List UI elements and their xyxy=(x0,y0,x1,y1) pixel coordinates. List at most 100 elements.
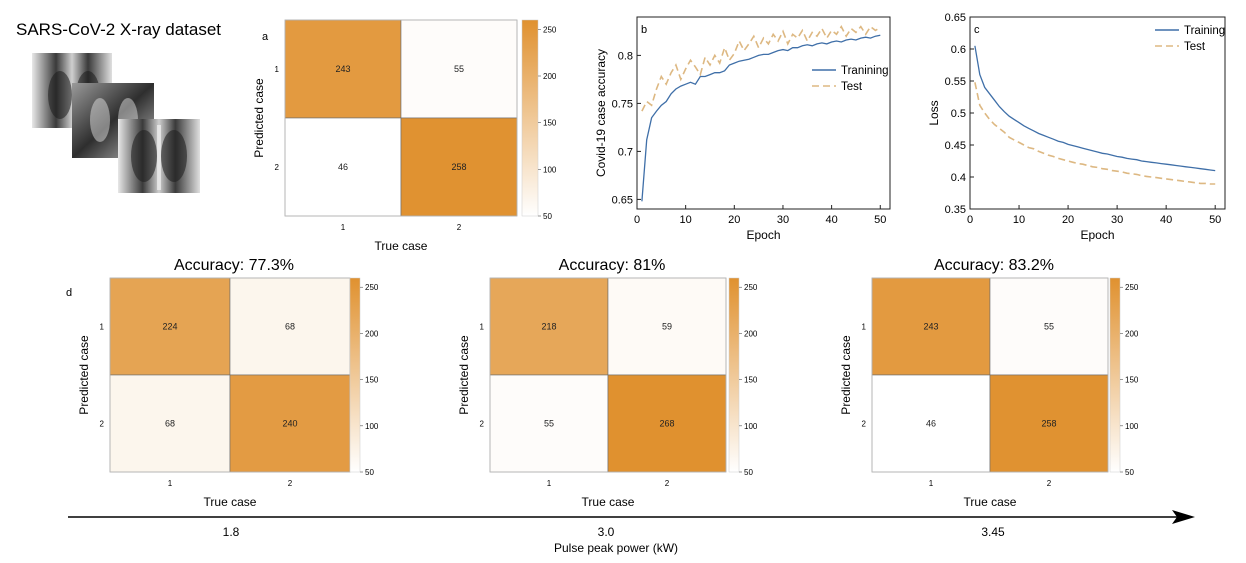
xtick-c-1: 10 xyxy=(1013,214,1025,226)
confusion-matrix-a: 243 55 46 258 1 2 1 2 True case Predicted case a 50… xyxy=(252,19,557,253)
colorbar-d3 xyxy=(1109,277,1121,473)
colorbar-tick-a-2: 150 xyxy=(543,119,557,128)
colorbar-tick-d1-2: 150 xyxy=(365,376,379,385)
xlabel-b: Epoch xyxy=(746,228,780,242)
series-line-c-training xyxy=(974,45,1216,172)
ytick-b-0: 0.65 xyxy=(612,194,633,206)
matrix-value-d3-2-2: 258 xyxy=(1041,419,1056,429)
colorbar-tick-d1-0: 50 xyxy=(365,468,374,477)
power-tick-1: 1.8 xyxy=(223,525,240,539)
matrix-value-d2-1-2: 59 xyxy=(662,322,672,332)
ytick-b-1: 0.7 xyxy=(618,146,633,158)
power-tick-3: 3.45 xyxy=(981,525,1005,539)
colorbar-tick-d1-3: 200 xyxy=(365,329,379,338)
title-d2: Accuracy: 81% xyxy=(559,257,666,274)
row-label-d1-1: 1 xyxy=(100,323,105,332)
col-label-d3-2: 2 xyxy=(1047,479,1052,488)
colorbar-tick-d1-4: 250 xyxy=(365,283,379,292)
matrix-value-d3-1-2: 55 xyxy=(1044,322,1054,332)
ytick-c-5: 0.6 xyxy=(951,44,966,56)
xray-thumbnails xyxy=(32,53,200,193)
colorbar-tick-a-0: 50 xyxy=(543,212,552,221)
matrix-cell-d1-1-1 xyxy=(109,277,231,376)
matrix-value-d2-2-1: 55 xyxy=(544,419,554,429)
ylabel-d2: Predicted case xyxy=(457,335,471,415)
panel-label-b: b xyxy=(641,24,647,36)
panel-label-d: d xyxy=(66,287,72,299)
matrix-cell-d1-1-2 xyxy=(229,277,351,376)
col-label-a-1: 1 xyxy=(341,223,346,232)
plot-frame-b xyxy=(636,16,891,210)
matrix-cell-a-2-2 xyxy=(400,117,518,217)
colorbar-tick-d3-2: 150 xyxy=(1125,376,1139,385)
matrix-frame-d2 xyxy=(489,277,727,473)
ylabel-d1: Predicted case xyxy=(77,335,91,415)
matrix-value-d1-2-2: 240 xyxy=(282,419,297,429)
matrix-value-d1-1-2: 68 xyxy=(285,322,295,332)
colorbar-tick-d2-2: 150 xyxy=(744,376,758,385)
matrix-cell-a-1-1 xyxy=(284,19,402,119)
colorbar-d2 xyxy=(728,277,740,473)
xtick-c-0: 0 xyxy=(967,214,973,226)
confusion-matrix-d3: 243 55 46 258 1 2 1 2 True case Predicted case Acc… xyxy=(839,257,1139,509)
xlabel-d2: True case xyxy=(582,495,635,509)
xlabel-a: True case xyxy=(375,239,428,253)
col-label-d2-1: 1 xyxy=(547,479,552,488)
legend-label-c-1: Test xyxy=(1184,41,1206,53)
matrix-cell-d2-1-1 xyxy=(489,277,609,376)
col-label-d3-1: 1 xyxy=(929,479,934,488)
matrix-value-a-2-1: 46 xyxy=(338,162,348,172)
matrix-cell-d2-2-1 xyxy=(489,374,609,473)
ylabel-c: Loss xyxy=(927,100,941,125)
xtick-c-2: 20 xyxy=(1062,214,1074,226)
colorbar-tick-d3-1: 100 xyxy=(1125,422,1139,431)
matrix-value-d3-2-1: 46 xyxy=(926,419,936,429)
dataset-title: SARS-CoV-2 X-ray dataset xyxy=(16,20,221,39)
power-axis-label: Pulse peak power (kW) xyxy=(554,541,678,555)
matrix-value-d1-2-1: 68 xyxy=(165,419,175,429)
colorbar-a xyxy=(521,19,539,217)
xtick-c-3: 30 xyxy=(1111,214,1123,226)
xlabel-d1: True case xyxy=(204,495,257,509)
row-label-d1-2: 2 xyxy=(100,420,105,429)
xtick-b-4: 40 xyxy=(825,214,837,226)
row-label-d3-1: 1 xyxy=(862,323,867,332)
matrix-cell-d2-1-2 xyxy=(607,277,727,376)
colorbar-tick-a-1: 100 xyxy=(543,165,557,174)
series-line-b-test xyxy=(641,24,881,112)
legend-label-b-1: Test xyxy=(841,81,863,93)
matrix-cell-d3-1-2 xyxy=(989,277,1109,376)
colorbar-d1 xyxy=(349,277,361,473)
confusion-matrix-d2: 218 59 55 268 1 2 1 2 True case Predicted case Acc… xyxy=(457,257,758,509)
xlabel-c: Epoch xyxy=(1080,228,1114,242)
confusion-matrices: 243 55 46 258 1 2 1 2 True case Predicted case a 50… xyxy=(66,19,1139,509)
matrix-value-d2-2-2: 268 xyxy=(659,419,674,429)
matrix-frame-a xyxy=(284,19,518,217)
matrix-cell-d3-2-1 xyxy=(871,374,991,473)
ytick-c-6: 0.65 xyxy=(945,12,966,24)
matrix-value-a-2-2: 258 xyxy=(451,162,466,172)
colorbar-tick-d3-3: 200 xyxy=(1125,329,1139,338)
ylabel-d3: Predicted case xyxy=(839,335,853,415)
title-d1: Accuracy: 77.3% xyxy=(174,257,294,274)
ylabel-b: Covid-19 case accuracy xyxy=(594,49,608,177)
plot-frame-c xyxy=(969,16,1226,210)
panel-label-a: a xyxy=(262,31,269,43)
ytick-b-2: 0.75 xyxy=(612,98,633,110)
row-label-d2-1: 1 xyxy=(480,323,485,332)
ytick-c-4: 0.55 xyxy=(945,76,966,88)
matrix-cell-d1-2-2 xyxy=(229,374,351,473)
series-line-b-training xyxy=(641,34,881,202)
legend-label-c-0: Training xyxy=(1184,25,1225,37)
power-axis-arrowhead xyxy=(1172,510,1195,524)
colorbar-tick-d3-0: 50 xyxy=(1125,468,1134,477)
matrix-cell-d3-2-2 xyxy=(989,374,1109,473)
xtick-b-0: 0 xyxy=(634,214,640,226)
confusion-matrix-d1: 224 68 68 240 1 2 1 2 True case Predicted case Acc… xyxy=(66,257,379,509)
col-label-d2-2: 2 xyxy=(665,479,670,488)
xtick-b-1: 10 xyxy=(680,214,692,226)
matrix-frame-d3 xyxy=(871,277,1109,473)
ytick-c-3: 0.5 xyxy=(951,108,966,120)
row-label-d2-2: 2 xyxy=(480,420,485,429)
